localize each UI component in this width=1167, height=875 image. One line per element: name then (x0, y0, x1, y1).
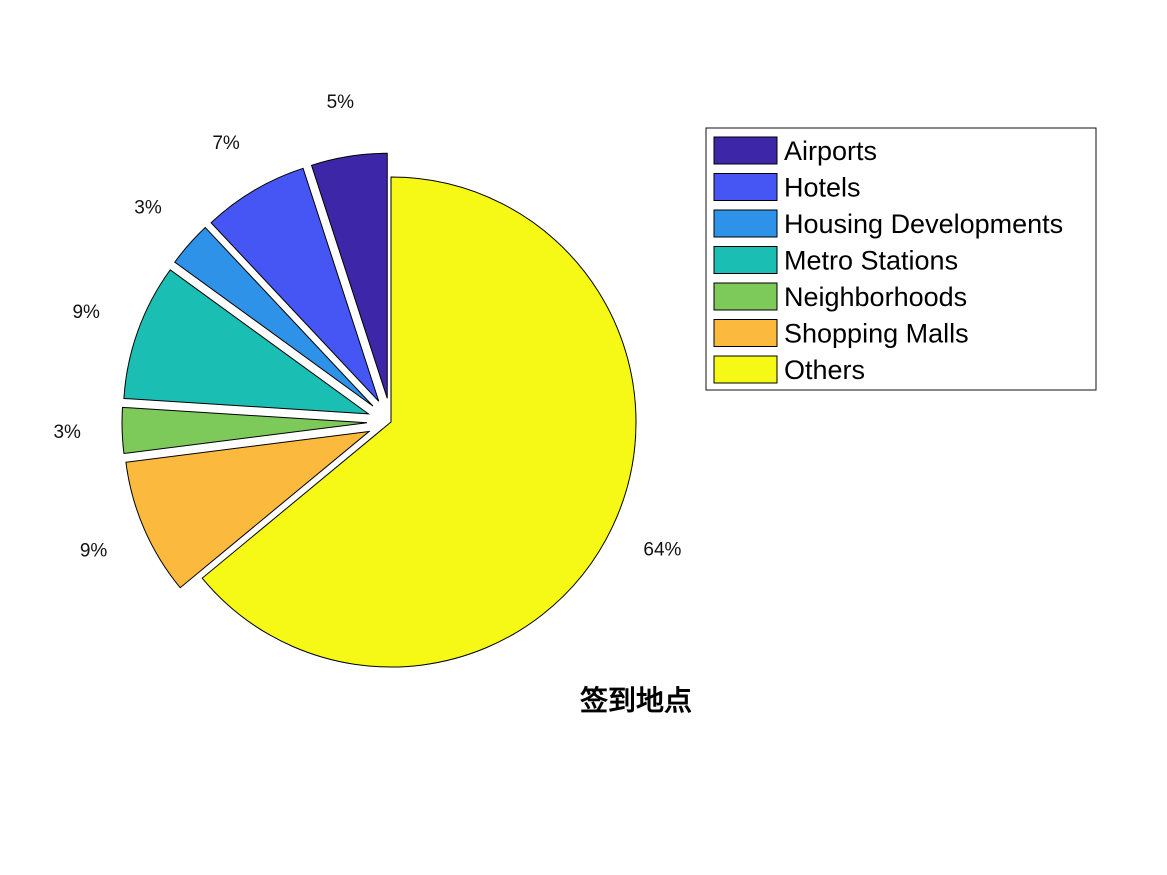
legend-label-shopping-malls: Shopping Malls (784, 319, 969, 349)
pie-slice-housing-developments (174, 226, 374, 407)
pie-slice-others (201, 176, 637, 668)
pie-slice-airports (310, 152, 388, 399)
pie-slice-metro-stations (123, 269, 371, 415)
percent-label-shopping-malls: 9% (80, 541, 108, 562)
legend-swatch-metro-stations (713, 246, 778, 274)
legend-label-metro-stations: Metro Stations (784, 246, 958, 276)
legend-label-others: Others (784, 355, 865, 385)
legend: Airports Hotels Housing Developments Metro … (705, 127, 1097, 391)
pie-slices (121, 152, 637, 668)
legend-swatch-neighborhoods (713, 282, 778, 311)
percent-label-others: 64% (643, 540, 681, 561)
pie-slice-neighborhoods (121, 406, 368, 455)
percent-label-metro-stations: 9% (72, 302, 100, 323)
percent-label-hotels: 7% (212, 133, 240, 154)
pie-slice-hotels (210, 167, 380, 402)
legend-swatch-shopping-malls (713, 319, 778, 347)
percent-label-neighborhoods: 3% (53, 422, 81, 443)
pie-slice-shopping-malls (125, 430, 371, 589)
legend-label-housing-developments: Housing Developments (784, 209, 1063, 239)
percent-label-airports: 5% (327, 92, 355, 113)
percent-label-housing-developments: 3% (134, 198, 162, 219)
legend-swatch-hotels (713, 173, 778, 201)
legend-swatch-airports (713, 136, 778, 165)
legend-label-hotels: Hotels (784, 173, 861, 203)
legend-label-neighborhoods: Neighborhoods (784, 282, 967, 312)
chart-title: 签到地点 (580, 684, 692, 717)
percent-labels: 5% 7% 3% 9% 3% 9% 64% (53, 92, 681, 562)
legend-swatch-housing-developments (713, 209, 778, 238)
legend-swatch-others (713, 355, 778, 384)
legend-label-airports: Airports (784, 136, 877, 166)
